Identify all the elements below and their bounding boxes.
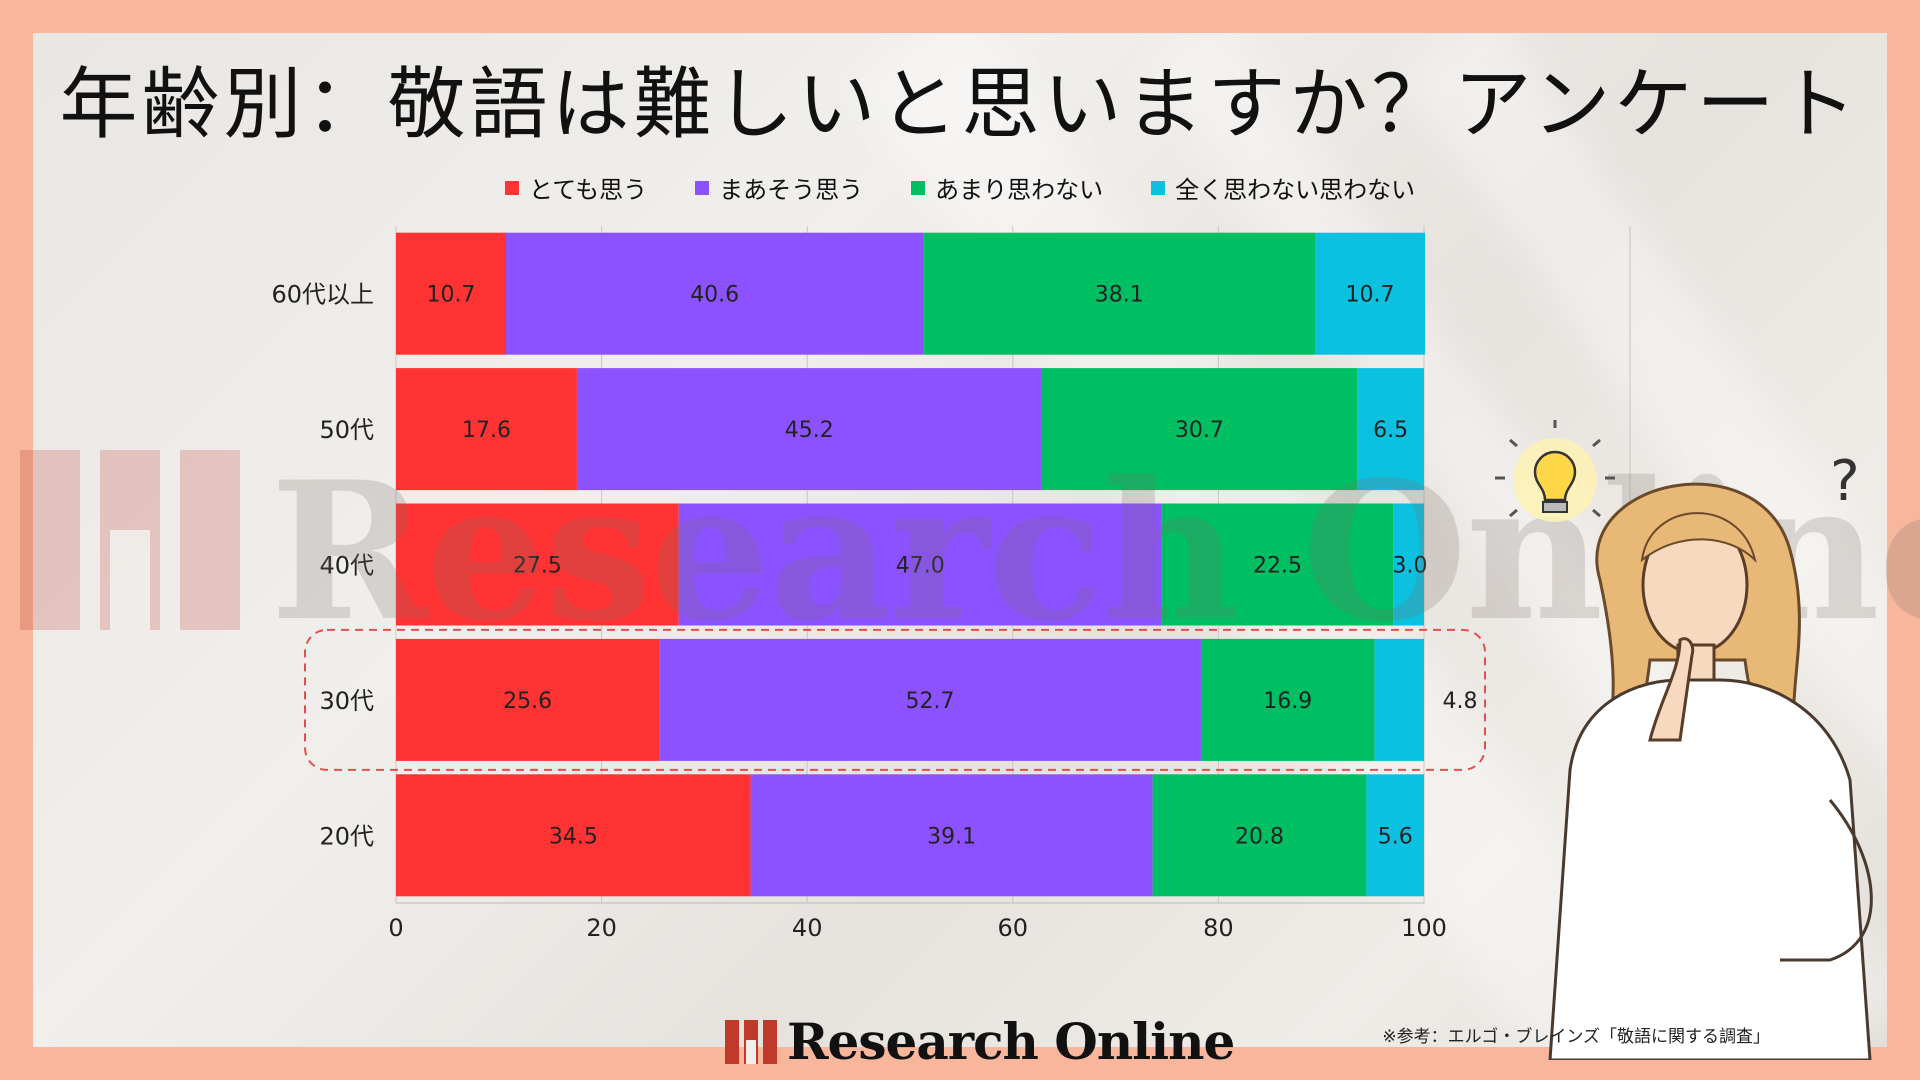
data-label-3-0: 25.6 bbox=[503, 689, 552, 714]
legend-swatch-0 bbox=[505, 180, 519, 195]
footer-logo: Research Online bbox=[725, 1012, 1235, 1071]
legend-item-1: まあそう思う bbox=[695, 170, 863, 205]
bar-0-0 bbox=[396, 232, 506, 355]
data-label-1-2: 30.7 bbox=[1175, 418, 1224, 443]
bar-2-2 bbox=[1161, 503, 1394, 626]
x-tick-label-0: 0 bbox=[388, 914, 403, 942]
category-label-1: 50代 bbox=[319, 416, 374, 444]
legend-item-2: あまり思わない bbox=[911, 170, 1103, 205]
legend-label-1: まあそう思う bbox=[719, 176, 864, 204]
bar-0-1 bbox=[505, 232, 924, 355]
data-label-2-0: 27.5 bbox=[513, 554, 562, 579]
x-tick-label-4: 80 bbox=[1203, 914, 1234, 942]
data-label-3-3: 4.8 bbox=[1443, 689, 1478, 714]
legend-item-3: 全く思わない思わない bbox=[1151, 170, 1415, 205]
data-label-1-0: 17.6 bbox=[462, 418, 511, 443]
bar-1-3 bbox=[1357, 368, 1424, 491]
bar-1-0 bbox=[396, 368, 577, 491]
svg-text:?: ? bbox=[1830, 449, 1860, 514]
bar-0-3 bbox=[1315, 232, 1426, 355]
highlight-box bbox=[304, 628, 1486, 771]
bar-3-1 bbox=[659, 638, 1201, 761]
footer-brand: Research Online bbox=[787, 1012, 1235, 1071]
bar-4-0 bbox=[396, 774, 751, 897]
bar-4-3 bbox=[1366, 774, 1424, 897]
lightbulb-icon bbox=[1495, 420, 1615, 522]
x-tick-label-1: 20 bbox=[586, 914, 617, 942]
data-label-0-3: 10.7 bbox=[1346, 283, 1395, 308]
source-note: ※参考：エルゴ・ブレインズ「敬語に関する調査」 bbox=[1382, 1027, 1770, 1047]
data-label-1-1: 45.2 bbox=[785, 418, 834, 443]
x-tick-label-3: 60 bbox=[998, 914, 1029, 942]
data-label-1-3: 6.5 bbox=[1373, 418, 1408, 443]
data-label-0-2: 38.1 bbox=[1095, 283, 1144, 308]
category-label-2: 40代 bbox=[319, 552, 374, 580]
bar-3-3 bbox=[1374, 638, 1424, 761]
legend-label-0: とても思う bbox=[529, 176, 648, 204]
data-label-3-1: 52.7 bbox=[906, 689, 955, 714]
bar-2-0 bbox=[396, 503, 679, 626]
data-label-0-0: 10.7 bbox=[427, 283, 476, 308]
bar-0-2 bbox=[923, 232, 1316, 355]
logo-icon bbox=[725, 1019, 777, 1064]
data-label-3-2: 16.9 bbox=[1263, 689, 1312, 714]
page-title: 年齢別：敬語は難しいと思いますか？アンケート bbox=[59, 60, 1861, 150]
x-tick-label-2: 40 bbox=[792, 914, 823, 942]
data-label-4-1: 39.1 bbox=[927, 824, 976, 849]
bar-4-1 bbox=[750, 774, 1153, 897]
thinking-woman-illustration: ? bbox=[1548, 449, 1873, 1060]
data-label-4-0: 34.5 bbox=[549, 824, 598, 849]
data-label-4-2: 20.8 bbox=[1235, 824, 1284, 849]
data-label-0-1: 40.6 bbox=[690, 283, 739, 308]
bar-2-1 bbox=[678, 503, 1162, 626]
bar-4-2 bbox=[1152, 774, 1367, 897]
data-label-4-3: 5.6 bbox=[1378, 824, 1413, 849]
legend-label-3: 全く思わない思わない bbox=[1175, 176, 1416, 204]
x-tick-label-5: 100 bbox=[1401, 914, 1447, 942]
category-label-4: 20代 bbox=[319, 822, 374, 850]
chart-legend: とても思う まあそう思う あまり思わない 全く思わない思わない bbox=[505, 170, 1415, 205]
category-label-3: 30代 bbox=[319, 687, 374, 715]
data-label-2-1: 47.0 bbox=[896, 554, 945, 579]
category-label-0: 60代以上 bbox=[271, 281, 374, 309]
legend-item-0: とても思う bbox=[505, 170, 647, 205]
bar-2-3 bbox=[1393, 503, 1424, 626]
bar-3-0 bbox=[396, 638, 660, 761]
data-label-2-3: 3.0 bbox=[1393, 554, 1428, 579]
bar-3-2 bbox=[1200, 638, 1375, 761]
data-label-2-2: 22.5 bbox=[1253, 554, 1302, 579]
bar-1-1 bbox=[576, 368, 1042, 491]
legend-swatch-2 bbox=[911, 180, 926, 195]
legend-label-2: あまり思わない bbox=[935, 176, 1104, 204]
legend-swatch-3 bbox=[1151, 180, 1166, 195]
legend-swatch-1 bbox=[695, 180, 710, 195]
bar-1-2 bbox=[1041, 368, 1358, 491]
